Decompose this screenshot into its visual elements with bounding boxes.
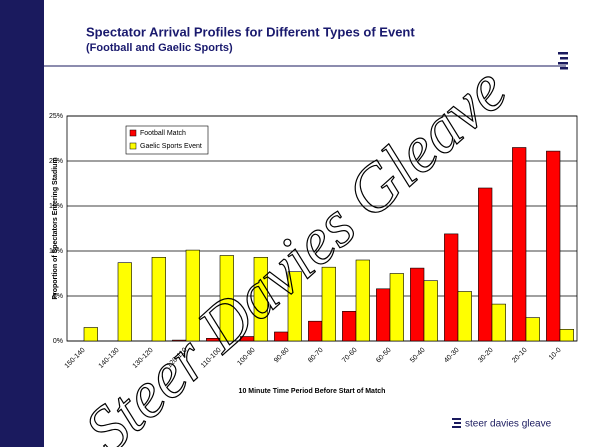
bar bbox=[253, 256, 268, 342]
bar bbox=[410, 267, 425, 342]
bar bbox=[219, 255, 234, 342]
bar bbox=[274, 331, 289, 342]
legend-swatch bbox=[129, 142, 137, 150]
bar bbox=[546, 150, 561, 342]
y-tick-label: 25% bbox=[49, 113, 63, 120]
bar bbox=[287, 271, 302, 342]
y-tick-label: 5% bbox=[53, 293, 63, 300]
header-logo bbox=[558, 52, 568, 70]
bar bbox=[355, 259, 370, 342]
bar bbox=[478, 187, 493, 342]
legend-label: Gaelic Sports Event bbox=[140, 143, 202, 150]
legend-label: Football Match bbox=[140, 130, 186, 137]
bar bbox=[185, 249, 200, 342]
bar bbox=[308, 320, 323, 342]
footer-logo-text: steer davies gleave bbox=[465, 419, 552, 430]
bar bbox=[512, 147, 527, 342]
bar bbox=[376, 288, 391, 342]
legend-box bbox=[125, 125, 209, 155]
bar bbox=[423, 280, 438, 342]
bar bbox=[457, 291, 472, 342]
bar bbox=[525, 317, 540, 342]
bar bbox=[83, 327, 98, 342]
bar bbox=[321, 266, 336, 342]
bar bbox=[491, 303, 506, 342]
bar bbox=[117, 262, 132, 342]
slide-subtitle: (Football and Gaelic Sports) bbox=[86, 42, 233, 54]
bar bbox=[151, 256, 166, 342]
x-axis-label: 10 Minute Time Period Before Start of Ma… bbox=[239, 388, 386, 395]
footer-logo-icon bbox=[452, 418, 461, 428]
y-axis-label: Proportion of Spectators Entering Stadiu… bbox=[52, 157, 59, 299]
slide-title: Spectator Arrival Profiles for Different… bbox=[86, 24, 415, 39]
bar bbox=[444, 233, 459, 342]
y-tick-label: 15% bbox=[49, 203, 63, 210]
side-bar bbox=[0, 0, 44, 447]
bar bbox=[342, 310, 357, 342]
y-tick-label: 20% bbox=[49, 158, 63, 165]
y-tick-label: 10% bbox=[49, 248, 63, 255]
bar bbox=[559, 328, 574, 342]
legend-swatch bbox=[129, 129, 137, 137]
y-tick-label: 0% bbox=[53, 338, 63, 345]
bar bbox=[389, 273, 404, 342]
